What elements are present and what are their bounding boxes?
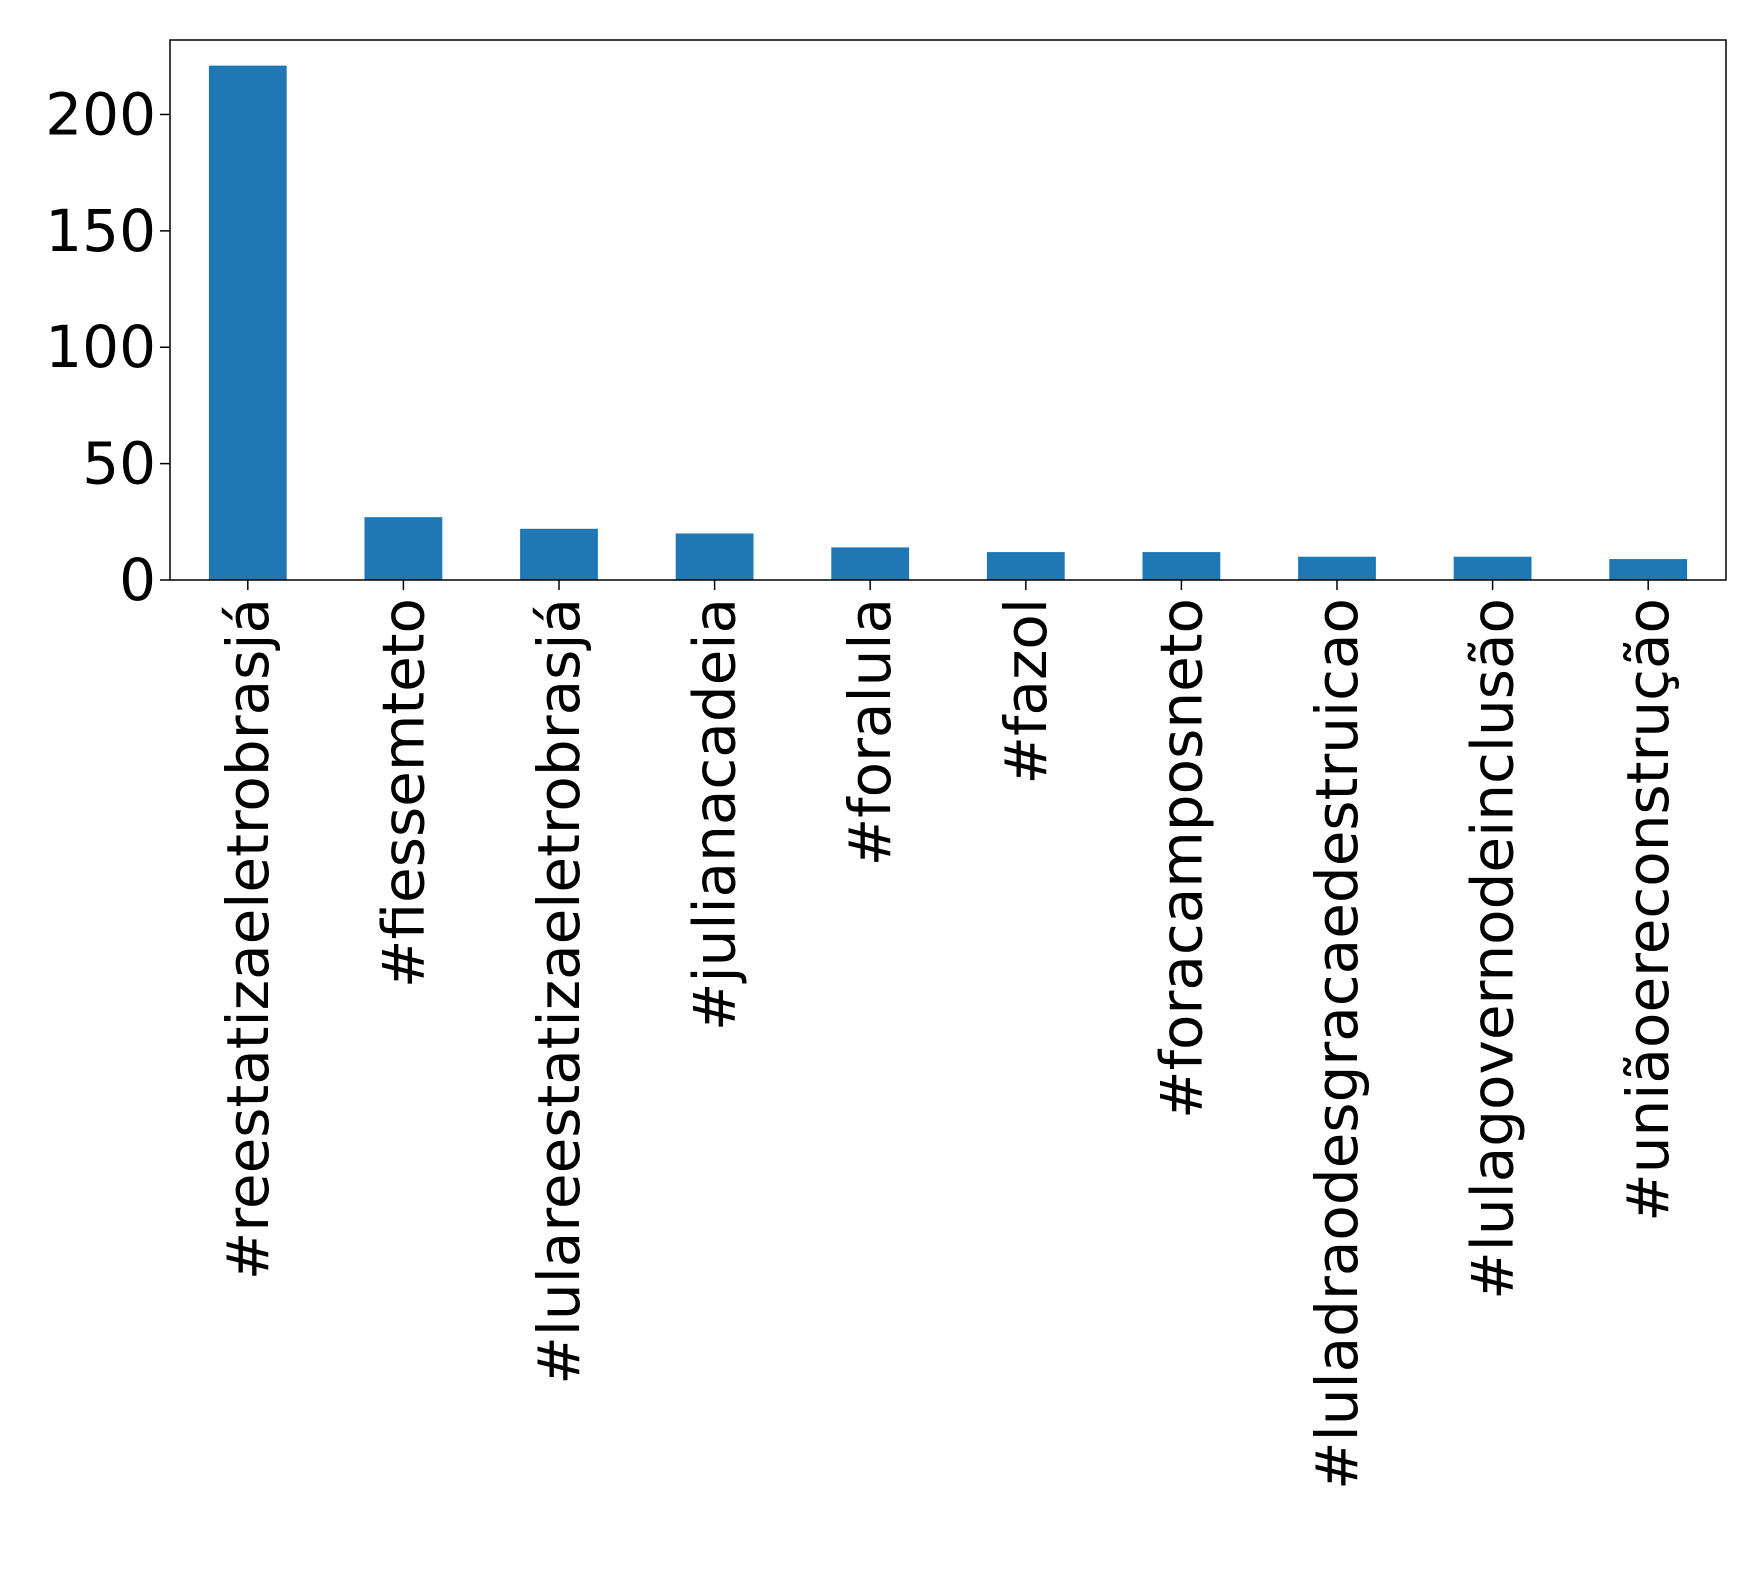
bar bbox=[1609, 559, 1688, 580]
y-tick-label: 50 bbox=[82, 430, 156, 498]
y-tick-label: 150 bbox=[45, 197, 156, 265]
bar bbox=[1142, 552, 1221, 580]
bar bbox=[986, 552, 1065, 580]
x-tick-label: #luladraodesgracaedestruicao bbox=[1303, 598, 1371, 1490]
bar bbox=[831, 547, 910, 580]
bars-group bbox=[208, 65, 1688, 580]
x-tick-label: #reestatizaeletrobrasjá bbox=[214, 598, 282, 1280]
x-tick-label: #foracamposneto bbox=[1147, 598, 1215, 1119]
bar bbox=[1453, 556, 1532, 580]
bar bbox=[675, 533, 754, 580]
bar bbox=[520, 528, 598, 580]
x-tick-label: #julianacadeia bbox=[681, 598, 749, 1031]
x-tick-label: #lulagovernodeinclusão bbox=[1459, 598, 1527, 1300]
x-tick-label: #fiessemteto bbox=[369, 598, 437, 988]
plot-frame bbox=[169, 39, 1727, 581]
x-tick-label: #lulareestatizaeletrobrasjá bbox=[525, 598, 593, 1385]
bar bbox=[364, 517, 443, 580]
y-axis: 0 50 100 150 200 bbox=[45, 80, 170, 614]
bar bbox=[208, 65, 287, 580]
x-tick-label: #fazol bbox=[992, 598, 1060, 785]
x-axis: #reestatizaeletrobrasjá #fiessemteto #lula… bbox=[214, 580, 1682, 1490]
y-tick-label: 0 bbox=[119, 546, 156, 614]
x-tick-label: #foralula bbox=[836, 598, 904, 866]
y-tick-label: 200 bbox=[45, 80, 156, 148]
x-tick-label: #uniãoereconstrução bbox=[1614, 598, 1682, 1222]
y-tick-label: 100 bbox=[45, 313, 156, 381]
bar bbox=[1298, 556, 1376, 580]
